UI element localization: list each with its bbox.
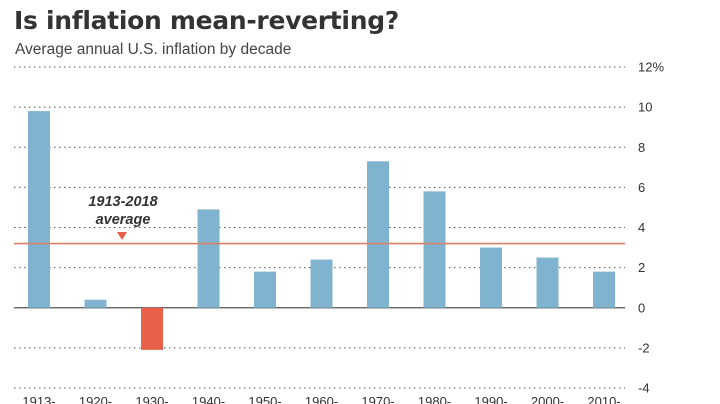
bar-1990 — [480, 247, 502, 308]
x-tick-label: 1950- — [248, 394, 281, 404]
bar-1940 — [197, 209, 220, 308]
bar-1930 — [141, 307, 163, 350]
y-tick-label: -2 — [638, 340, 650, 355]
average-annotation-line1: 1913-2018 — [88, 194, 158, 210]
x-tick-label: 1920- — [79, 394, 112, 404]
y-tick-label: 8 — [638, 140, 645, 155]
bar-2000 — [536, 257, 559, 308]
bars — [28, 111, 615, 350]
bar-1950 — [254, 271, 276, 308]
x-tick-label: 1913- — [22, 394, 55, 404]
x-tick-label: 1940- — [192, 394, 225, 404]
x-tick-label: 1970- — [361, 394, 394, 404]
chart-title: Is inflation mean-reverting? — [14, 6, 399, 35]
average-reference: 1913-2018 average — [14, 194, 625, 245]
axis-labels: -4 -2 0 2 4 6 8 10 12% 1913- 1920- 1930- 1940- 1950- 1… — [22, 60, 664, 404]
chart-subtitle: Average annual U.S. inflation by decade — [15, 41, 292, 58]
average-annotation-line2: average — [96, 212, 151, 228]
bar-1960 — [310, 259, 333, 308]
bar-1970 — [367, 161, 389, 308]
average-marker-icon — [117, 232, 127, 240]
x-tick-label: 2010- — [587, 394, 620, 404]
x-tick-label: 1990- — [474, 394, 507, 404]
y-tick-label: 6 — [638, 180, 645, 195]
y-tick-label: 4 — [638, 220, 645, 235]
y-tick-label: 10 — [638, 100, 652, 115]
x-tick-label: 1960- — [305, 394, 338, 404]
bar-1913 — [28, 111, 50, 308]
bar-1920 — [84, 299, 107, 308]
y-tick-label: -4 — [638, 381, 650, 396]
y-tick-label: 2 — [638, 260, 645, 275]
x-tick-label: 1980- — [418, 394, 451, 404]
y-tick-label: 12% — [638, 60, 664, 75]
x-tick-label: 1930- — [135, 394, 168, 404]
y-tick-label: 0 — [638, 300, 645, 315]
bar-2010 — [593, 271, 615, 308]
x-tick-label: 2000- — [531, 394, 564, 404]
bar-1980 — [423, 191, 446, 308]
